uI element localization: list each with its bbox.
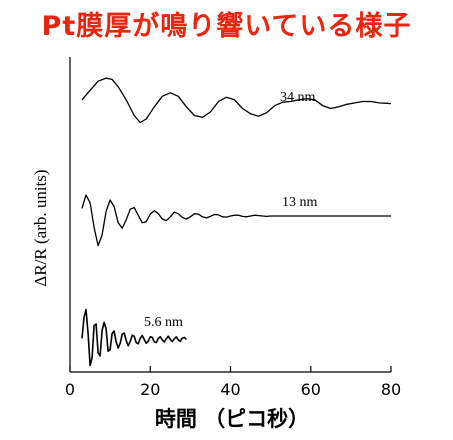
x-tick-label: 60 xyxy=(301,380,321,399)
series-line-1 xyxy=(81,77,392,124)
x-tick-label: 20 xyxy=(140,380,160,399)
x-tick-label: 0 xyxy=(65,380,75,399)
series-label-2: 13 nm xyxy=(282,195,318,210)
x-ticks: 0 20 40 60 80 xyxy=(65,366,401,399)
series-line-3 xyxy=(81,308,187,367)
chart-axes xyxy=(69,57,391,373)
y-axis-label: ΔR/R (arb. units) xyxy=(31,169,50,286)
x-tick-label: 80 xyxy=(381,380,401,399)
x-axis-label: 時間 （ピコ秒） xyxy=(155,407,309,431)
page-title: Pt膜厚が鳴り響いている様子 xyxy=(41,11,412,42)
series-layer xyxy=(81,77,392,367)
series-line-2 xyxy=(81,194,391,247)
series-label-3: 5.6 nm xyxy=(144,315,183,330)
x-tick-label: 40 xyxy=(220,380,240,399)
series-labels: 34 nm 13 nm 5.6 nm xyxy=(144,90,318,330)
series-label-1: 34 nm xyxy=(280,90,316,105)
